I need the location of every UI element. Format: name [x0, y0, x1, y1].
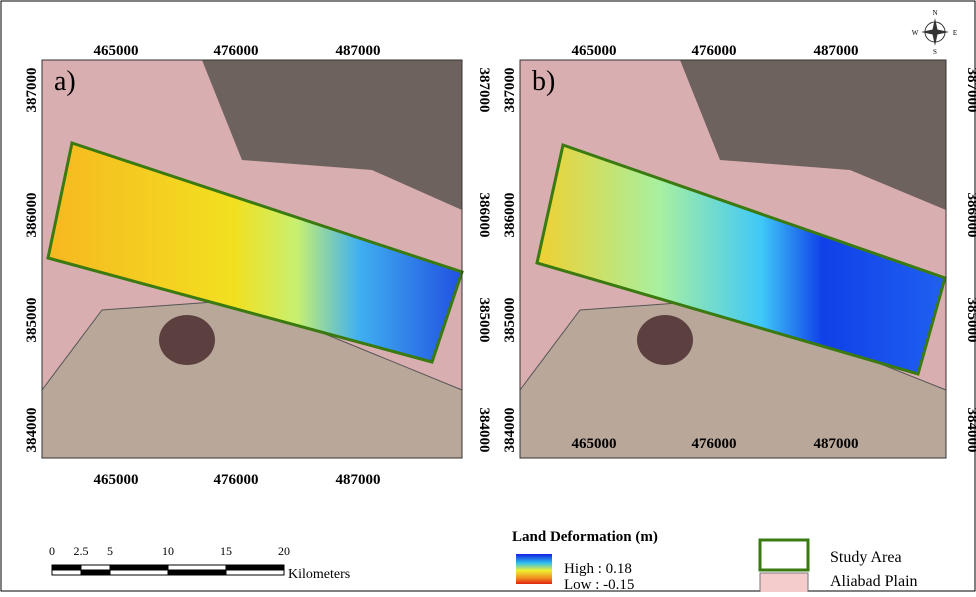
- compass: N S W E: [912, 9, 957, 56]
- scale-segment: [168, 570, 226, 575]
- scale-segment: [81, 570, 110, 575]
- y-tick-label: 385000: [24, 298, 40, 343]
- crater: [159, 315, 215, 365]
- scale-segment: [226, 565, 284, 570]
- y-tick-label: 384000: [24, 408, 40, 453]
- scale-label: 2.5: [74, 544, 89, 558]
- plain-swatch: [760, 573, 808, 592]
- legend-high: High : 0.18: [564, 561, 632, 577]
- scale-label: 20: [278, 544, 290, 558]
- y-tick-label: 387000: [24, 68, 40, 113]
- y-tick-label: 385000: [476, 298, 492, 343]
- scale-segment: [52, 570, 81, 575]
- y-tick-label: 387000: [476, 68, 492, 113]
- x-tick-label: 465000: [572, 436, 617, 452]
- x-tick-label: 476000: [692, 436, 737, 452]
- y-tick-label: 386000: [24, 193, 40, 238]
- x-tick-label: 476000: [214, 472, 259, 488]
- x-tick-label: 487000: [814, 43, 859, 59]
- x-tick-label: 487000: [336, 43, 381, 59]
- y-tick-label: 387000: [502, 68, 518, 113]
- y-tick-label: 387000: [964, 68, 976, 113]
- scale-bar: 0 2.5 5 10 15 20 Kilometers: [49, 544, 350, 582]
- scale-label: 0: [49, 544, 55, 558]
- figure: a) b) 465000 476000 487000 465000 476000 48700…: [0, 0, 976, 592]
- crater: [637, 315, 693, 365]
- x-tick-label: 487000: [336, 472, 381, 488]
- x-tick-label: 465000: [572, 43, 617, 59]
- legend-item: Study Area: [830, 549, 902, 566]
- y-tick-label: 386000: [476, 193, 492, 238]
- scale-segment: [110, 565, 168, 570]
- legend-low: Low : -0.15: [564, 577, 634, 592]
- x-tick-label: 476000: [692, 43, 737, 59]
- legend-title: Land Deformation (m): [512, 529, 658, 545]
- color-ramp: [516, 554, 552, 584]
- scale-segment: [110, 570, 168, 575]
- compass-s: S: [933, 48, 937, 56]
- study-area-swatch: [760, 540, 808, 570]
- compass-e: E: [953, 29, 957, 37]
- scale-segment: [226, 570, 284, 575]
- x-tick-label: 487000: [814, 436, 859, 452]
- x-tick-label: 465000: [94, 472, 139, 488]
- scale-unit: Kilometers: [288, 567, 350, 582]
- compass-w: W: [912, 29, 919, 37]
- scale-label: 15: [220, 544, 232, 558]
- y-tick-label: 386000: [964, 193, 976, 238]
- legend: Land Deformation (m) High : 0.18 Low : -…: [512, 529, 918, 592]
- scale-segment: [168, 565, 226, 570]
- y-tick-label: 385000: [964, 298, 976, 343]
- y-tick-label: 385000: [502, 298, 518, 343]
- scale-label: 5: [107, 544, 113, 558]
- y-tick-label: 386000: [502, 193, 518, 238]
- y-tick-label: 384000: [502, 408, 518, 453]
- x-tick-label: 476000: [214, 43, 259, 59]
- maps: a) b): [42, 60, 946, 458]
- panel-label: a): [54, 66, 76, 97]
- legend-item: Aliabad Plain: [830, 573, 918, 590]
- scale-segment: [52, 565, 81, 570]
- x-tick-label: 465000: [94, 43, 139, 59]
- compass-n: N: [932, 9, 937, 17]
- y-tick-label: 384000: [476, 408, 492, 453]
- y-tick-label: 384000: [964, 408, 976, 453]
- scale-label: 10: [162, 544, 174, 558]
- panel-label: b): [532, 66, 555, 97]
- scale-segment: [81, 565, 110, 570]
